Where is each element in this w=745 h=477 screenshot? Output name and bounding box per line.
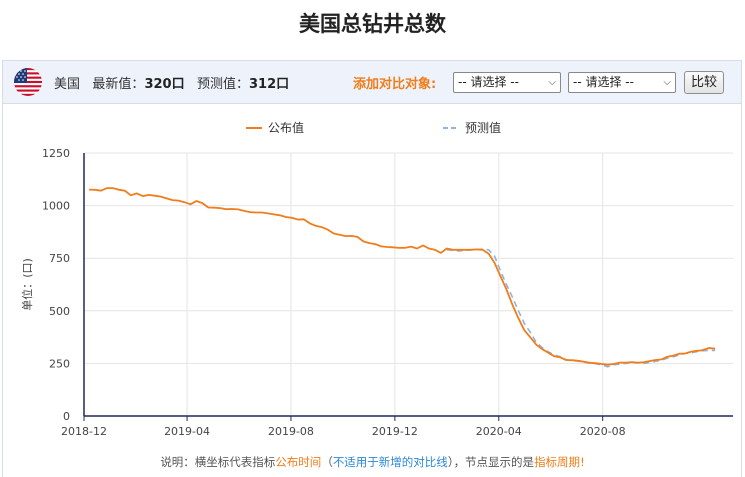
compare-label: 添加对比对象:	[353, 77, 437, 92]
footnote-paren-close: ）	[447, 455, 454, 469]
compare-select-2[interactable]: -- 请选择 -- ⌵	[568, 72, 676, 93]
y-tick-label: 1250	[42, 147, 70, 160]
chevron-down-icon: ⌵	[663, 77, 671, 88]
chart-footnote: 说明：横坐标代表指标公布时间（不适用于新增的对比线），节点显示的是指标周期!	[0, 454, 745, 470]
footnote-time-text: 公布时间	[275, 455, 322, 469]
y-tick-label: 250	[49, 357, 70, 370]
forecast-label: 预测值：	[196, 77, 249, 92]
info-bar: 美国 最新值：320口 预测值：312口 添加对比对象: -- 请选择 -- ⌵…	[3, 61, 741, 104]
forecast-value: 312口	[249, 77, 290, 92]
x-tick-label: 2019-12	[372, 425, 418, 438]
x-tick-label: 2020-04	[476, 425, 522, 438]
x-tick-label: 2019-08	[268, 425, 314, 438]
footnote-paren-open: （	[321, 455, 333, 469]
footnote-prefix: 说明：横坐标代表指标	[160, 455, 276, 469]
compare-select-1-value: -- 请选择 --	[458, 75, 519, 89]
compare-select-1[interactable]: -- 请选择 -- ⌵	[453, 72, 561, 93]
x-tick-label: 2018-12	[61, 425, 107, 438]
us-flag-icon	[14, 68, 42, 96]
y-tick-label: 1000	[42, 200, 70, 213]
footnote-period-text: 指标周期	[534, 455, 581, 469]
compare-button[interactable]: 比较	[684, 71, 724, 94]
y-tick-label: 0	[63, 410, 70, 423]
series-line-forecast	[446, 248, 716, 368]
latest-value: 320口	[144, 77, 185, 92]
footnote-end: !	[580, 455, 585, 469]
legend-label-forecast: 预测值	[465, 120, 501, 135]
latest-info: 美国 最新值：320口 预测值：312口	[54, 73, 289, 92]
x-tick-label: 2020-08	[580, 425, 626, 438]
compare-select-2-value: -- 请选择 --	[573, 75, 634, 89]
legend-label-actual: 公布值	[268, 120, 304, 135]
latest-label: 最新值：	[92, 77, 145, 92]
x-tick-label: 2019-04	[164, 425, 210, 438]
country-name: 美国	[54, 77, 81, 92]
footnote-not-applicable: 不适用于新增的对比线	[332, 455, 448, 469]
y-tick-label: 750	[49, 252, 70, 265]
y-tick-label: 500	[49, 305, 70, 318]
page-title: 美国总钻井总数	[299, 12, 446, 36]
chart-panel: 美国 最新值：320口 预测值：312口 添加对比对象: -- 请选择 -- ⌵…	[2, 60, 742, 477]
series-line-actual	[89, 187, 716, 366]
footnote-middle: ，节点显示的是	[453, 455, 535, 469]
line-chart: 0 250 500 750 1000 1250 2018-12 2019-04 2019-08 2…	[20, 120, 733, 438]
chevron-down-icon: ⌵	[548, 77, 556, 88]
y-axis-label: 单位：(口)	[20, 258, 34, 311]
